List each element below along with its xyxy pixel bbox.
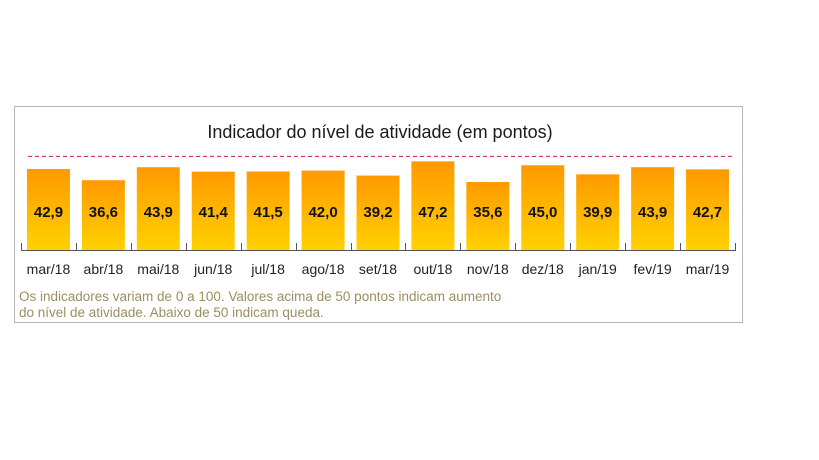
bar-set/18 — [356, 175, 400, 250]
x-tick-label-nov/18: nov/18 — [467, 261, 509, 277]
bar-dez/18 — [521, 165, 565, 250]
bar-mai/18 — [136, 167, 180, 250]
x-tick-label-set/18: set/18 — [359, 261, 397, 277]
bar-jan/19 — [576, 174, 620, 250]
value-label-mar/19: 42,7 — [693, 204, 722, 221]
bar-jun/18 — [191, 171, 235, 250]
x-tick-label-jul/18: jul/18 — [250, 261, 285, 277]
x-tick-label-abr/18: abr/18 — [84, 261, 124, 277]
x-tick-label-fev/19: fev/19 — [634, 261, 672, 277]
value-label-mai/18: 43,9 — [144, 204, 173, 221]
chart-note-line-2: do nível de atividade. Abaixo de 50 indi… — [19, 305, 324, 320]
value-label-jul/18: 41,5 — [254, 204, 283, 221]
x-tick-label-jun/18: jun/18 — [193, 261, 232, 277]
value-label-ago/18: 42,0 — [308, 204, 337, 221]
x-tick-label-dez/18: dez/18 — [522, 261, 564, 277]
x-tick-label-ago/18: ago/18 — [302, 261, 345, 277]
x-tick-label-jan/19: jan/19 — [578, 261, 617, 277]
x-tick-label-mar/18: mar/18 — [27, 261, 71, 277]
chart-title: Indicador do nível de atividade (em pont… — [207, 122, 552, 142]
value-label-set/18: 39,2 — [363, 204, 392, 221]
bar-ago/18 — [301, 170, 345, 250]
bar-mar/18 — [26, 168, 70, 250]
chart-note-line-1: Os indicadores variam de 0 a 100. Valore… — [19, 289, 502, 304]
value-label-nov/18: 35,6 — [473, 204, 502, 221]
bar-out/18 — [411, 161, 455, 250]
value-label-dez/18: 45,0 — [528, 204, 557, 221]
value-label-mar/18: 42,9 — [34, 204, 63, 221]
bar-abr/18 — [81, 180, 125, 250]
bar-fev/19 — [631, 167, 675, 250]
value-label-out/18: 47,2 — [418, 204, 447, 221]
bar-jul/18 — [246, 171, 290, 250]
x-tick-label-mar/19: mar/19 — [686, 261, 730, 277]
x-tick-label-out/18: out/18 — [413, 261, 452, 277]
value-label-fev/19: 43,9 — [638, 204, 667, 221]
bar-nov/18 — [466, 181, 510, 250]
value-label-abr/18: 36,6 — [89, 204, 118, 221]
bar-mar/19 — [686, 169, 730, 250]
value-label-jan/19: 39,9 — [583, 204, 612, 221]
x-tick-label-mai/18: mai/18 — [137, 261, 179, 277]
value-label-jun/18: 41,4 — [199, 204, 229, 221]
